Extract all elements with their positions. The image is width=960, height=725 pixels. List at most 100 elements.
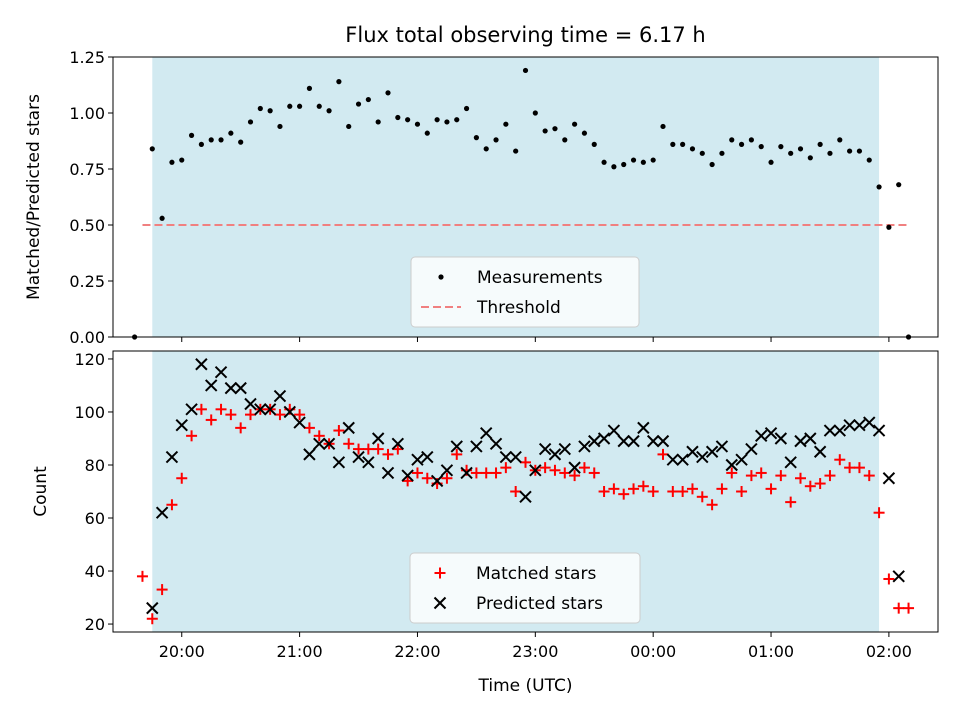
top-panel: 0.00 0.25 0.50 0.75 1.00 1.25 Flux total obse…: [24, 23, 939, 347]
measurement-point: [503, 121, 509, 127]
predicted-star-point: [362, 456, 375, 469]
measurement-point: [179, 157, 185, 163]
top-y-axis: 0.00 0.25 0.50 0.75 1.00 1.25: [69, 48, 113, 347]
measurement-point: [856, 148, 863, 154]
measurement-point: [738, 141, 745, 147]
measurement-point: [513, 148, 519, 154]
predicted-star-point: [155, 506, 169, 519]
measurement-point: [444, 119, 450, 125]
predicted-star-point: [421, 450, 434, 464]
predicted-star-point: [617, 434, 630, 448]
x-tick-label: 23:00: [512, 642, 558, 661]
predicted-star-point: [607, 424, 621, 437]
measurement-point: [424, 130, 430, 136]
matched-star-point: [441, 472, 453, 484]
measurement-point: [238, 139, 244, 145]
matched-star-point: [686, 483, 698, 495]
measurement-point: [729, 137, 735, 143]
predicted-star-point: [411, 453, 424, 466]
predicted-star-point: [509, 450, 522, 464]
predicted-star-point: [755, 429, 768, 443]
matched-star-point: [136, 570, 148, 582]
predicted-star-point: [332, 456, 346, 469]
x-tick-label: 00:00: [630, 642, 676, 661]
matched-star-point: [903, 602, 915, 614]
predicted-star-point: [588, 434, 601, 448]
predicted-star-point: [676, 453, 689, 466]
matched-star-point: [520, 456, 531, 468]
matched-star-point: [618, 488, 630, 500]
matched-star-point: [549, 464, 561, 476]
y-tick-label: 20: [85, 615, 105, 634]
x-tick-label: 21:00: [277, 642, 323, 661]
measurement-point: [483, 146, 489, 152]
matched-star-point: [893, 602, 905, 614]
matched-star-point: [785, 496, 797, 508]
measurement-point: [837, 137, 843, 143]
top-legend: Measurements Threshold: [410, 256, 640, 328]
bottom-y-axis-label: Count: [31, 466, 51, 517]
legend-box: [410, 256, 640, 328]
measurement-point: [591, 141, 597, 147]
predicted-star-point: [214, 366, 228, 379]
predicted-star-point: [813, 445, 827, 458]
bottom-y-axis: 20 40 60 80 100 120: [74, 350, 113, 634]
legend-marker-matched: [434, 567, 446, 579]
y-tick-label: 40: [85, 562, 105, 581]
measurement-point: [405, 117, 411, 123]
predicted-star-point: [784, 456, 797, 469]
measurement-point: [247, 119, 254, 125]
measurement-point: [630, 157, 637, 163]
predicted-star-point: [666, 453, 680, 466]
measurement-point: [267, 108, 273, 114]
matched-star-point: [716, 483, 728, 495]
predicted-star-point: [440, 464, 454, 477]
predicted-star-point: [391, 437, 405, 450]
measurements-series: [132, 67, 912, 340]
measurement-point: [306, 85, 313, 91]
measurement-point: [581, 130, 588, 136]
matched-star-point: [490, 467, 502, 479]
matched-star-point: [853, 462, 865, 474]
matched-star-point: [176, 472, 188, 484]
y-tick-label: 0.75: [69, 160, 105, 179]
matched-star-point: [274, 409, 286, 421]
measurement-point: [896, 182, 902, 188]
matched-star-point: [637, 480, 649, 492]
measurement-point: [208, 137, 214, 143]
y-tick-label: 1.00: [69, 104, 105, 123]
matched-star-point: [804, 480, 816, 492]
measurement-point: [562, 137, 568, 143]
measurement-point: [375, 119, 381, 125]
y-tick-label: 60: [85, 509, 105, 528]
measurement-point: [797, 146, 804, 152]
predicted-star-point: [450, 440, 463, 453]
matched-star-point: [480, 467, 492, 479]
legend-label: Measurements: [477, 268, 603, 288]
predicted-star-point: [745, 442, 758, 456]
top-y-axis-label: Matched/Predicted stars: [24, 94, 44, 300]
bottom-axes-frame: [112, 350, 939, 633]
measurement-point: [414, 121, 421, 127]
measurement-point: [788, 150, 794, 156]
measurement-point: [748, 137, 754, 143]
measurement-point: [876, 184, 882, 190]
matched-star-point: [578, 462, 590, 474]
measurement-point: [522, 67, 529, 74]
measurement-point: [385, 90, 391, 96]
measurement-point: [709, 161, 715, 168]
matched-star-point: [372, 443, 384, 455]
predicted-star-point: [470, 440, 483, 453]
predicted-star-point: [823, 424, 837, 437]
predicted-star-point: [882, 472, 896, 485]
matched-star-point: [539, 462, 551, 474]
measurement-point: [149, 146, 155, 152]
predicted-star-point: [303, 448, 316, 461]
predicted-star-point: [273, 389, 287, 403]
matched-star-point: [647, 486, 659, 497]
measurement-point: [650, 157, 656, 163]
legend-label: Matched stars: [476, 564, 596, 584]
matched-star-point: [736, 486, 748, 497]
predicted-star-point: [401, 469, 414, 482]
predicted-star-point: [853, 419, 866, 432]
